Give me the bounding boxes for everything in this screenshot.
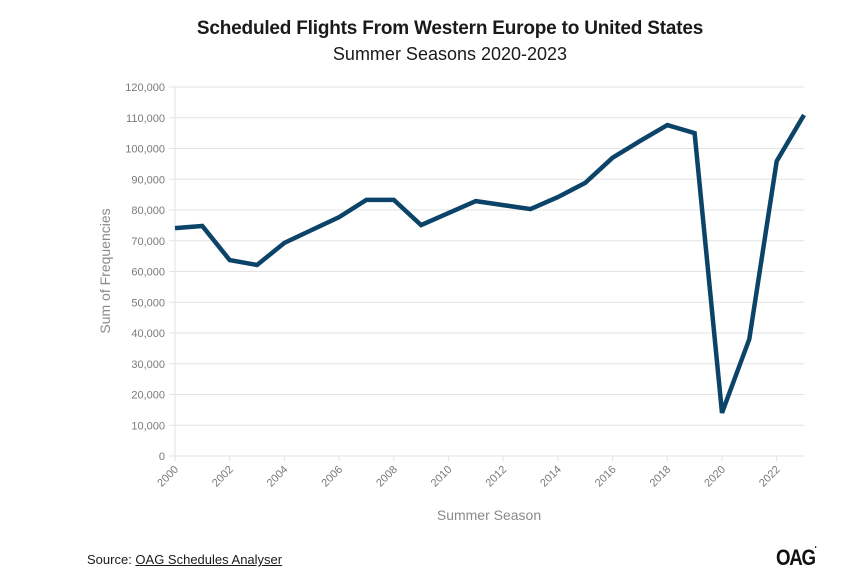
x-tick-label: 2014: [538, 464, 564, 490]
y-tick-label: 20,000: [131, 390, 165, 402]
y-tick-label: 40,000: [131, 328, 165, 340]
y-axis-ticks: 0 10,000 20,000 30,000 40,000 50,000 60,000 70,…: [125, 82, 165, 463]
source-note: Source: OAG Schedules Analyser: [87, 552, 282, 567]
x-tick-label: 2012: [483, 464, 509, 490]
x-tick-label: 2022: [757, 464, 783, 490]
gridlines: [169, 86, 804, 457]
series-layer: [174, 113, 806, 414]
x-axis-title: Summer Season: [437, 507, 541, 523]
x-tick-label: 2010: [429, 464, 455, 490]
y-tick-label: 110,000: [126, 113, 165, 125]
x-tick-label: 2020: [702, 464, 728, 490]
x-tick-label: 2018: [648, 464, 674, 490]
x-tick-label: 2008: [374, 464, 400, 490]
y-tick-label: 80,000: [131, 205, 165, 217]
logo-mark: •: [814, 545, 816, 551]
y-tick-label: 10,000: [131, 420, 165, 432]
x-tick-label: 2000: [155, 464, 181, 490]
x-tick-label: 2004: [265, 464, 291, 490]
oag-logo: OAG•: [776, 545, 816, 571]
x-axis-ticks: 2000 2002 2004 2006 2008 2010 2012 2014 2016 2018…: [155, 456, 783, 490]
source-link[interactable]: OAG Schedules Analyser: [135, 552, 283, 567]
chart-title: Scheduled Flights From Western Europe to…: [196, 18, 704, 39]
source-prefix: Source:: [87, 552, 136, 567]
logo-text: OAG: [776, 545, 816, 570]
x-tick-label: 2016: [593, 464, 619, 490]
x-tick-label: 2006: [319, 464, 345, 490]
y-axis-title: Sum of Frequencies: [97, 208, 113, 333]
y-tick-label: 30,000: [131, 359, 165, 371]
x-tick-label: 2002: [210, 464, 236, 490]
y-tick-label: 60,000: [131, 267, 165, 279]
y-tick-label: 120,000: [125, 82, 165, 94]
y-tick-label: 0: [159, 451, 165, 463]
chart-subtitle: Summer Seasons 2020-2023: [332, 44, 568, 64]
series-line: [174, 113, 806, 414]
y-tick-label: 90,000: [131, 174, 165, 186]
y-tick-label: 70,000: [131, 236, 165, 248]
y-tick-label: 50,000: [131, 297, 165, 309]
y-tick-label: 100,000: [125, 144, 165, 156]
